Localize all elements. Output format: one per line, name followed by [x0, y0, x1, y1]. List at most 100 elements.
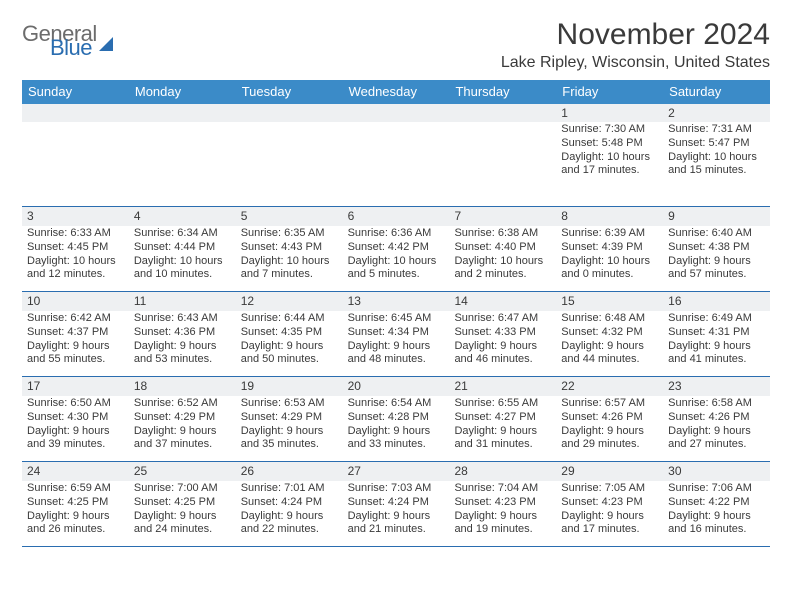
daylight-text: Daylight: 10 hours and 17 minutes.	[561, 151, 658, 179]
day-number: 3	[22, 207, 129, 226]
day-number: 10	[22, 292, 129, 311]
day-number: 1	[556, 104, 663, 122]
day-header-row: SundayMondayTuesdayWednesdayThursdayFrid…	[22, 80, 770, 104]
sunrise-text: Sunrise: 6:48 AM	[561, 312, 658, 326]
sunset-text: Sunset: 4:37 PM	[27, 326, 124, 340]
calendar-week: 3Sunrise: 6:33 AMSunset: 4:45 PMDaylight…	[22, 207, 770, 292]
sunrise-text: Sunrise: 6:58 AM	[668, 397, 765, 411]
daylight-text: Daylight: 9 hours and 55 minutes.	[27, 340, 124, 368]
sunrise-text: Sunrise: 6:57 AM	[561, 397, 658, 411]
sunrise-text: Sunrise: 7:05 AM	[561, 482, 658, 496]
sunset-text: Sunset: 4:26 PM	[561, 411, 658, 425]
sunrise-text: Sunrise: 6:47 AM	[454, 312, 551, 326]
daylight-text: Daylight: 9 hours and 21 minutes.	[348, 510, 445, 538]
calendar-cell: 26Sunrise: 7:01 AMSunset: 4:24 PMDayligh…	[236, 462, 343, 546]
sunset-text: Sunset: 5:47 PM	[668, 137, 765, 151]
calendar-week: 17Sunrise: 6:50 AMSunset: 4:30 PMDayligh…	[22, 377, 770, 462]
day-header: Friday	[556, 80, 663, 104]
daylight-text: Daylight: 9 hours and 37 minutes.	[134, 425, 231, 453]
sunrise-text: Sunrise: 6:42 AM	[27, 312, 124, 326]
brand-triangle-icon	[99, 37, 113, 51]
daylight-text: Daylight: 9 hours and 17 minutes.	[561, 510, 658, 538]
day-header: Thursday	[449, 80, 556, 104]
sunrise-text: Sunrise: 6:44 AM	[241, 312, 338, 326]
calendar-cell: 21Sunrise: 6:55 AMSunset: 4:27 PMDayligh…	[449, 377, 556, 461]
calendar-cell-empty	[343, 122, 450, 206]
sunset-text: Sunset: 4:39 PM	[561, 241, 658, 255]
page-header: General Blue November 2024 Lake Ripley, …	[22, 18, 770, 72]
day-number: 5	[236, 207, 343, 226]
daylight-text: Daylight: 10 hours and 2 minutes.	[454, 255, 551, 283]
calendar-cell: 24Sunrise: 6:59 AMSunset: 4:25 PMDayligh…	[22, 462, 129, 546]
sunrise-text: Sunrise: 6:50 AM	[27, 397, 124, 411]
day-number: 20	[343, 377, 450, 396]
sunrise-text: Sunrise: 6:53 AM	[241, 397, 338, 411]
sunset-text: Sunset: 4:26 PM	[668, 411, 765, 425]
day-number	[22, 104, 129, 122]
sunset-text: Sunset: 4:24 PM	[348, 496, 445, 510]
sunrise-text: Sunrise: 6:55 AM	[454, 397, 551, 411]
calendar-cell: 30Sunrise: 7:06 AMSunset: 4:22 PMDayligh…	[663, 462, 770, 546]
day-number: 2	[663, 104, 770, 122]
sunrise-text: Sunrise: 7:01 AM	[241, 482, 338, 496]
calendar-cell: 11Sunrise: 6:43 AMSunset: 4:36 PMDayligh…	[129, 292, 236, 376]
day-number: 13	[343, 292, 450, 311]
day-number: 6	[343, 207, 450, 226]
day-number: 19	[236, 377, 343, 396]
calendar-cell: Sunrise: 7:30 AMSunset: 5:48 PMDaylight:…	[556, 122, 663, 206]
calendar-cell: 3Sunrise: 6:33 AMSunset: 4:45 PMDaylight…	[22, 207, 129, 291]
sunset-text: Sunset: 4:22 PM	[668, 496, 765, 510]
sunset-text: Sunset: 4:25 PM	[134, 496, 231, 510]
sunset-text: Sunset: 4:27 PM	[454, 411, 551, 425]
day-number: 22	[556, 377, 663, 396]
sunrise-text: Sunrise: 7:03 AM	[348, 482, 445, 496]
calendar-cell-empty	[22, 122, 129, 206]
calendar-cell: 25Sunrise: 7:00 AMSunset: 4:25 PMDayligh…	[129, 462, 236, 546]
day-number: 11	[129, 292, 236, 311]
sunrise-text: Sunrise: 6:52 AM	[134, 397, 231, 411]
sunset-text: Sunset: 4:33 PM	[454, 326, 551, 340]
daylight-text: Daylight: 9 hours and 50 minutes.	[241, 340, 338, 368]
sunrise-text: Sunrise: 6:45 AM	[348, 312, 445, 326]
sunrise-text: Sunrise: 7:06 AM	[668, 482, 765, 496]
sunrise-text: Sunrise: 6:43 AM	[134, 312, 231, 326]
calendar-cell: 12Sunrise: 6:44 AMSunset: 4:35 PMDayligh…	[236, 292, 343, 376]
calendar-cell: 14Sunrise: 6:47 AMSunset: 4:33 PMDayligh…	[449, 292, 556, 376]
day-number: 28	[449, 462, 556, 481]
calendar-cell: 9Sunrise: 6:40 AMSunset: 4:38 PMDaylight…	[663, 207, 770, 291]
daylight-text: Daylight: 9 hours and 41 minutes.	[668, 340, 765, 368]
day-number	[343, 104, 450, 122]
sunrise-text: Sunrise: 6:59 AM	[27, 482, 124, 496]
calendar-week: Sunrise: 7:30 AMSunset: 5:48 PMDaylight:…	[22, 122, 770, 207]
sunset-text: Sunset: 4:28 PM	[348, 411, 445, 425]
sunrise-text: Sunrise: 6:35 AM	[241, 227, 338, 241]
title-block: November 2024 Lake Ripley, Wisconsin, Un…	[501, 18, 770, 72]
day-header: Tuesday	[236, 80, 343, 104]
daylight-text: Daylight: 9 hours and 19 minutes.	[454, 510, 551, 538]
daylight-text: Daylight: 9 hours and 27 minutes.	[668, 425, 765, 453]
sunrise-text: Sunrise: 6:49 AM	[668, 312, 765, 326]
sunrise-text: Sunrise: 6:33 AM	[27, 227, 124, 241]
calendar-week: 10Sunrise: 6:42 AMSunset: 4:37 PMDayligh…	[22, 292, 770, 377]
calendar-cell-empty	[236, 122, 343, 206]
sunrise-text: Sunrise: 7:30 AM	[561, 123, 658, 137]
sunset-text: Sunset: 4:35 PM	[241, 326, 338, 340]
day-number: 26	[236, 462, 343, 481]
day-number: 8	[556, 207, 663, 226]
day-number: 12	[236, 292, 343, 311]
daylight-text: Daylight: 10 hours and 0 minutes.	[561, 255, 658, 283]
calendar-cell: 23Sunrise: 6:58 AMSunset: 4:26 PMDayligh…	[663, 377, 770, 461]
day-header: Saturday	[663, 80, 770, 104]
day-number: 18	[129, 377, 236, 396]
sunset-text: Sunset: 4:24 PM	[241, 496, 338, 510]
calendar-cell: 10Sunrise: 6:42 AMSunset: 4:37 PMDayligh…	[22, 292, 129, 376]
day-number	[236, 104, 343, 122]
day-number: 24	[22, 462, 129, 481]
day-number	[129, 104, 236, 122]
sunset-text: Sunset: 4:29 PM	[134, 411, 231, 425]
calendar-cell: 8Sunrise: 6:39 AMSunset: 4:39 PMDaylight…	[556, 207, 663, 291]
sunset-text: Sunset: 4:23 PM	[561, 496, 658, 510]
calendar-cell: 28Sunrise: 7:04 AMSunset: 4:23 PMDayligh…	[449, 462, 556, 546]
sunset-text: Sunset: 4:29 PM	[241, 411, 338, 425]
calendar-cell: 15Sunrise: 6:48 AMSunset: 4:32 PMDayligh…	[556, 292, 663, 376]
